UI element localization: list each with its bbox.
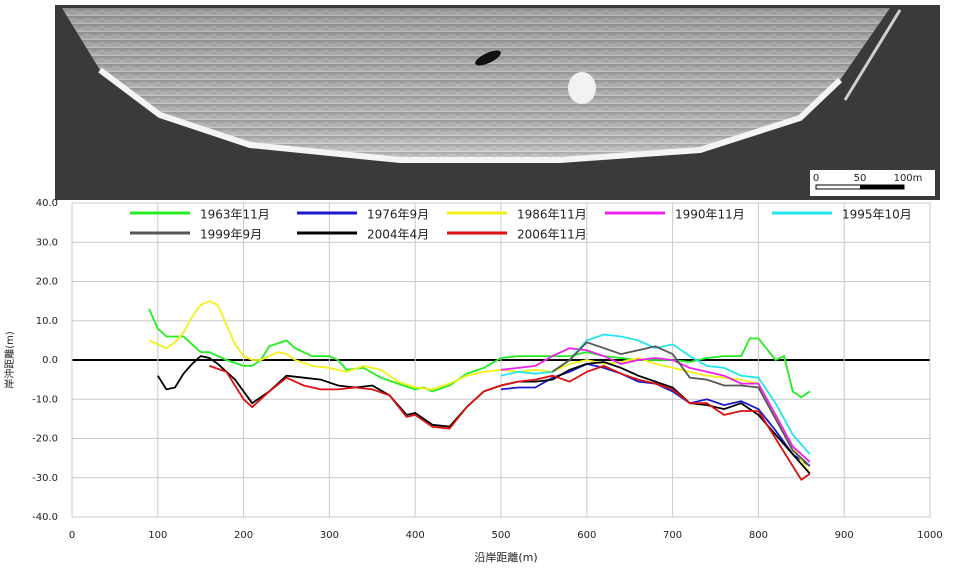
legend-label: 2006年11月 (517, 228, 587, 242)
x-tick-label: 1000 (917, 530, 942, 541)
legend-label: 1976年9月 (367, 208, 429, 222)
photo-waves (62, 8, 890, 160)
photo-boat (475, 50, 501, 66)
x-tick-label: 0 (69, 530, 75, 541)
photo-beach (98, 67, 843, 163)
photo-road (843, 9, 902, 101)
y-tick-label: 0.0 (42, 355, 58, 366)
x-tick-label: 900 (835, 530, 854, 541)
legend-label: 1986年11月 (517, 208, 587, 222)
aerial-photo: 0 50 100m (55, 5, 940, 200)
y-tick-label: 40.0 (36, 198, 58, 209)
y-tick-label: 30.0 (36, 237, 58, 248)
chart: 沿岸距離(m) 岸沖距離(m) -40.0 -30.0 -20.0 -10.0 0.0 1… (3, 198, 943, 564)
x-tick-label: 200 (234, 530, 253, 541)
legend-label: 1995年10月 (842, 208, 912, 222)
series-line (148, 308, 811, 399)
series-line (209, 364, 811, 481)
y-tick-label: 10.0 (36, 316, 58, 327)
x-tick-label: 100 (148, 530, 167, 541)
scale-label: 100m (894, 173, 923, 184)
legend-label: 1963年11月 (200, 208, 270, 222)
y-tick-label: -20.0 (32, 434, 58, 445)
y-tick-label: -30.0 (32, 473, 58, 484)
scale-label: 0 (813, 173, 819, 184)
legend-label: 1999年9月 (200, 228, 262, 242)
legend-label: 2004年4月 (367, 228, 429, 242)
y-axis-title: 岸沖距離(m) (3, 331, 16, 389)
series-line (148, 300, 811, 475)
y-tick-label: 20.0 (36, 277, 58, 288)
photo-spot (568, 72, 596, 104)
series-line (551, 341, 811, 467)
x-tick-label: 600 (577, 530, 596, 541)
series-line (500, 347, 811, 463)
scale-box (810, 170, 935, 196)
scale-bar-fill (860, 185, 904, 189)
x-tick-label: 800 (749, 530, 768, 541)
y-tick-label: -40.0 (32, 512, 58, 523)
y-tick-label: -10.0 (32, 394, 58, 405)
scale-label: 50 (854, 173, 867, 184)
x-axis-title: 沿岸距離(m) (474, 550, 537, 564)
x-tick-label: 700 (663, 530, 682, 541)
legend-label: 1990年11月 (675, 208, 745, 222)
x-tick-label: 400 (406, 530, 425, 541)
x-tick-label: 300 (320, 530, 339, 541)
x-tick-label: 500 (491, 530, 510, 541)
